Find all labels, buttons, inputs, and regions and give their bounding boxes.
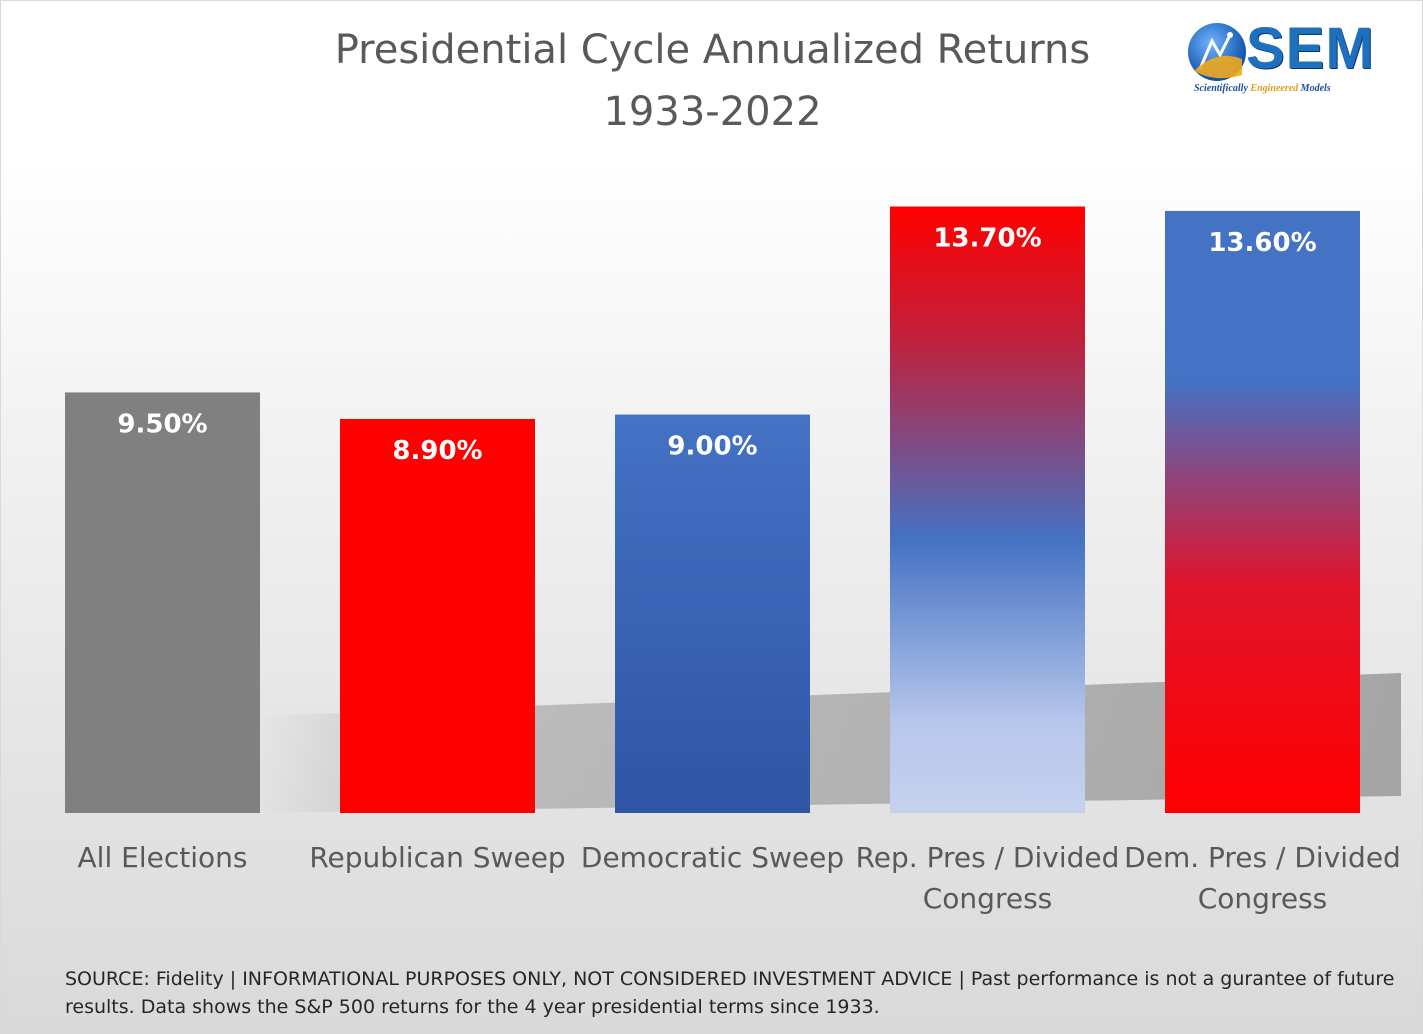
source-note: SOURCE: Fidelity | INFORMATIONAL PURPOSE… <box>65 968 1395 1018</box>
data-label-1: 8.90% <box>392 436 482 466</box>
logo-tagline: Scientifically Engineered Models <box>1194 83 1331 94</box>
chart-subtitle: 1933-2022 <box>603 89 822 135</box>
bar-shadow <box>259 673 1401 813</box>
globe-icon <box>1188 23 1246 81</box>
category-label-1: Republican Sweep <box>309 841 565 874</box>
bar-1 <box>340 418 535 813</box>
category-label-4: Dem. Pres / Divided Congress <box>1124 841 1401 915</box>
bar-2 <box>615 414 810 813</box>
category-label-2: Democratic Sweep <box>581 841 844 874</box>
sem-logo: SEM Scientifically Engineered Models <box>1186 16 1406 99</box>
bar-0 <box>65 392 260 813</box>
bar-3 <box>890 206 1085 813</box>
bar-4 <box>1165 210 1360 813</box>
data-label-3: 13.70% <box>933 224 1041 254</box>
data-label-2: 9.00% <box>667 432 757 462</box>
data-label-0: 9.50% <box>117 409 207 439</box>
logo-text: SEM <box>1246 16 1375 81</box>
category-label-3: Rep. Pres / Divided Congress <box>856 841 1120 915</box>
chart-title: Presidential Cycle Annualized Returns <box>334 27 1091 73</box>
data-label-4: 13.60% <box>1208 228 1316 258</box>
bar-chart: 9.50% 8.90% 9.00% 13.70% 13.60% All Election… <box>65 206 1401 915</box>
category-label-0: All Elections <box>78 841 248 874</box>
